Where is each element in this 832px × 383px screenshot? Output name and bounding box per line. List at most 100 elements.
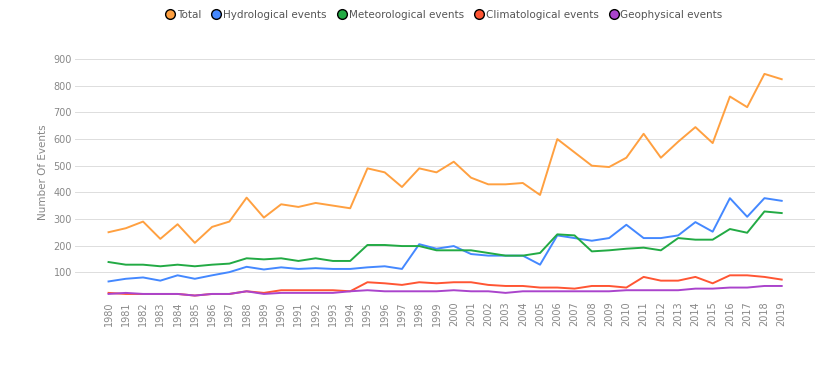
Meteorological events (466, 248, 476, 253)
Climatological events (397, 283, 407, 287)
Hydrological events (190, 277, 200, 281)
Total (414, 166, 424, 171)
Climatological events (328, 288, 338, 293)
Hydrological events (276, 265, 286, 270)
Hydrological events (379, 264, 389, 268)
Hydrological events (448, 244, 458, 248)
Geophysical events (121, 291, 131, 295)
Total (103, 230, 113, 234)
Geophysical events (604, 289, 614, 294)
Hydrological events (294, 267, 304, 271)
Hydrological events (207, 273, 217, 278)
Total (241, 195, 251, 200)
Climatological events (760, 275, 770, 279)
Geophysical events (622, 288, 631, 293)
Climatological events (138, 291, 148, 296)
Geophysical events (397, 289, 407, 294)
Total (535, 193, 545, 197)
Total (622, 155, 631, 160)
Total (225, 219, 235, 224)
Total (639, 131, 649, 136)
Hydrological events (483, 253, 493, 258)
Climatological events (466, 280, 476, 285)
Geophysical events (138, 291, 148, 296)
Hydrological events (241, 265, 251, 269)
Hydrological events (121, 277, 131, 281)
Meteorological events (535, 251, 545, 255)
Meteorological events (432, 248, 442, 253)
Geophysical events (466, 289, 476, 294)
Geophysical events (518, 289, 527, 294)
Total (673, 139, 683, 144)
Total (294, 205, 304, 209)
Geophysical events (207, 291, 217, 296)
Climatological events (172, 291, 182, 296)
Meteorological events (760, 209, 770, 214)
Meteorological events (552, 232, 562, 237)
Total (570, 150, 580, 155)
Meteorological events (138, 262, 148, 267)
Legend: Total, Hydrological events, Meteorological events, Climatological events, Geophy: Total, Hydrological events, Meteorologic… (163, 6, 727, 24)
Geophysical events (379, 289, 389, 294)
Hydrological events (552, 233, 562, 238)
Total (483, 182, 493, 187)
Meteorological events (656, 248, 666, 253)
Meteorological events (604, 248, 614, 253)
Hydrological events (345, 267, 355, 271)
Climatological events (345, 289, 355, 294)
Geophysical events (587, 289, 597, 294)
Hydrological events (777, 198, 787, 203)
Meteorological events (172, 262, 182, 267)
Total (777, 77, 787, 82)
Climatological events (259, 291, 269, 295)
Hydrological events (570, 236, 580, 241)
Geophysical events (259, 291, 269, 296)
Climatological events (448, 280, 458, 285)
Hydrological events (639, 236, 649, 241)
Total (172, 222, 182, 226)
Hydrological events (760, 196, 770, 200)
Meteorological events (622, 246, 631, 251)
Geophysical events (276, 291, 286, 295)
Line: Total: Total (108, 74, 782, 243)
Climatological events (483, 283, 493, 287)
Meteorological events (501, 253, 511, 258)
Total (156, 237, 166, 241)
Total (276, 202, 286, 206)
Climatological events (518, 284, 527, 288)
Y-axis label: Number Of Events: Number Of Events (38, 124, 48, 220)
Meteorological events (691, 237, 701, 242)
Hydrological events (535, 262, 545, 267)
Total (397, 185, 407, 189)
Geophysical events (363, 288, 373, 293)
Climatological events (225, 291, 235, 296)
Total (466, 175, 476, 180)
Climatological events (587, 284, 597, 288)
Meteorological events (259, 257, 269, 262)
Geophysical events (725, 285, 735, 290)
Line: Meteorological events: Meteorological events (108, 211, 782, 266)
Total (310, 201, 320, 205)
Climatological events (363, 280, 373, 285)
Meteorological events (190, 264, 200, 268)
Total (501, 182, 511, 187)
Hydrological events (156, 278, 166, 283)
Geophysical events (691, 286, 701, 291)
Total (379, 170, 389, 175)
Line: Hydrological events: Hydrological events (108, 198, 782, 282)
Line: Climatological events: Climatological events (108, 275, 782, 296)
Climatological events (103, 291, 113, 295)
Meteorological events (483, 251, 493, 255)
Geophysical events (448, 288, 458, 293)
Meteorological events (345, 259, 355, 263)
Meteorological events (448, 248, 458, 253)
Geophysical events (241, 289, 251, 294)
Climatological events (310, 288, 320, 293)
Climatological events (379, 281, 389, 286)
Meteorological events (225, 261, 235, 266)
Total (448, 159, 458, 164)
Total (742, 105, 752, 110)
Hydrological events (691, 220, 701, 224)
Total (190, 241, 200, 245)
Hydrological events (501, 253, 511, 258)
